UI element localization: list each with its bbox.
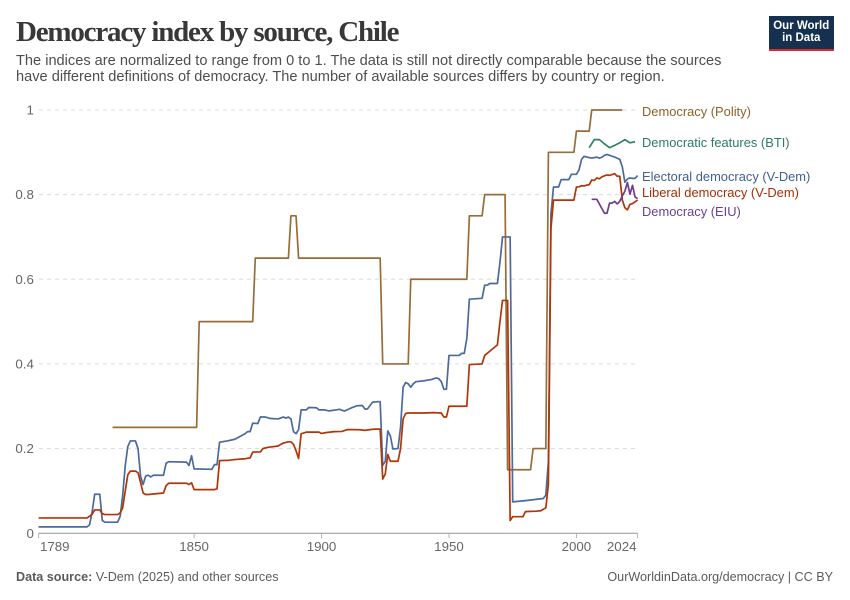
svg-text:0.2: 0.2 bbox=[15, 441, 34, 456]
svg-text:0.6: 0.6 bbox=[15, 272, 34, 287]
svg-text:0.8: 0.8 bbox=[15, 187, 34, 202]
svg-text:0: 0 bbox=[26, 526, 33, 541]
svg-text:1: 1 bbox=[26, 103, 33, 118]
svg-text:1900: 1900 bbox=[307, 539, 337, 554]
svg-text:1850: 1850 bbox=[179, 539, 209, 554]
svg-text:0.4: 0.4 bbox=[15, 357, 34, 372]
svg-text:1950: 1950 bbox=[434, 539, 464, 554]
svg-text:2000: 2000 bbox=[562, 539, 592, 554]
svg-text:1789: 1789 bbox=[40, 539, 70, 554]
svg-text:2024: 2024 bbox=[607, 539, 637, 554]
